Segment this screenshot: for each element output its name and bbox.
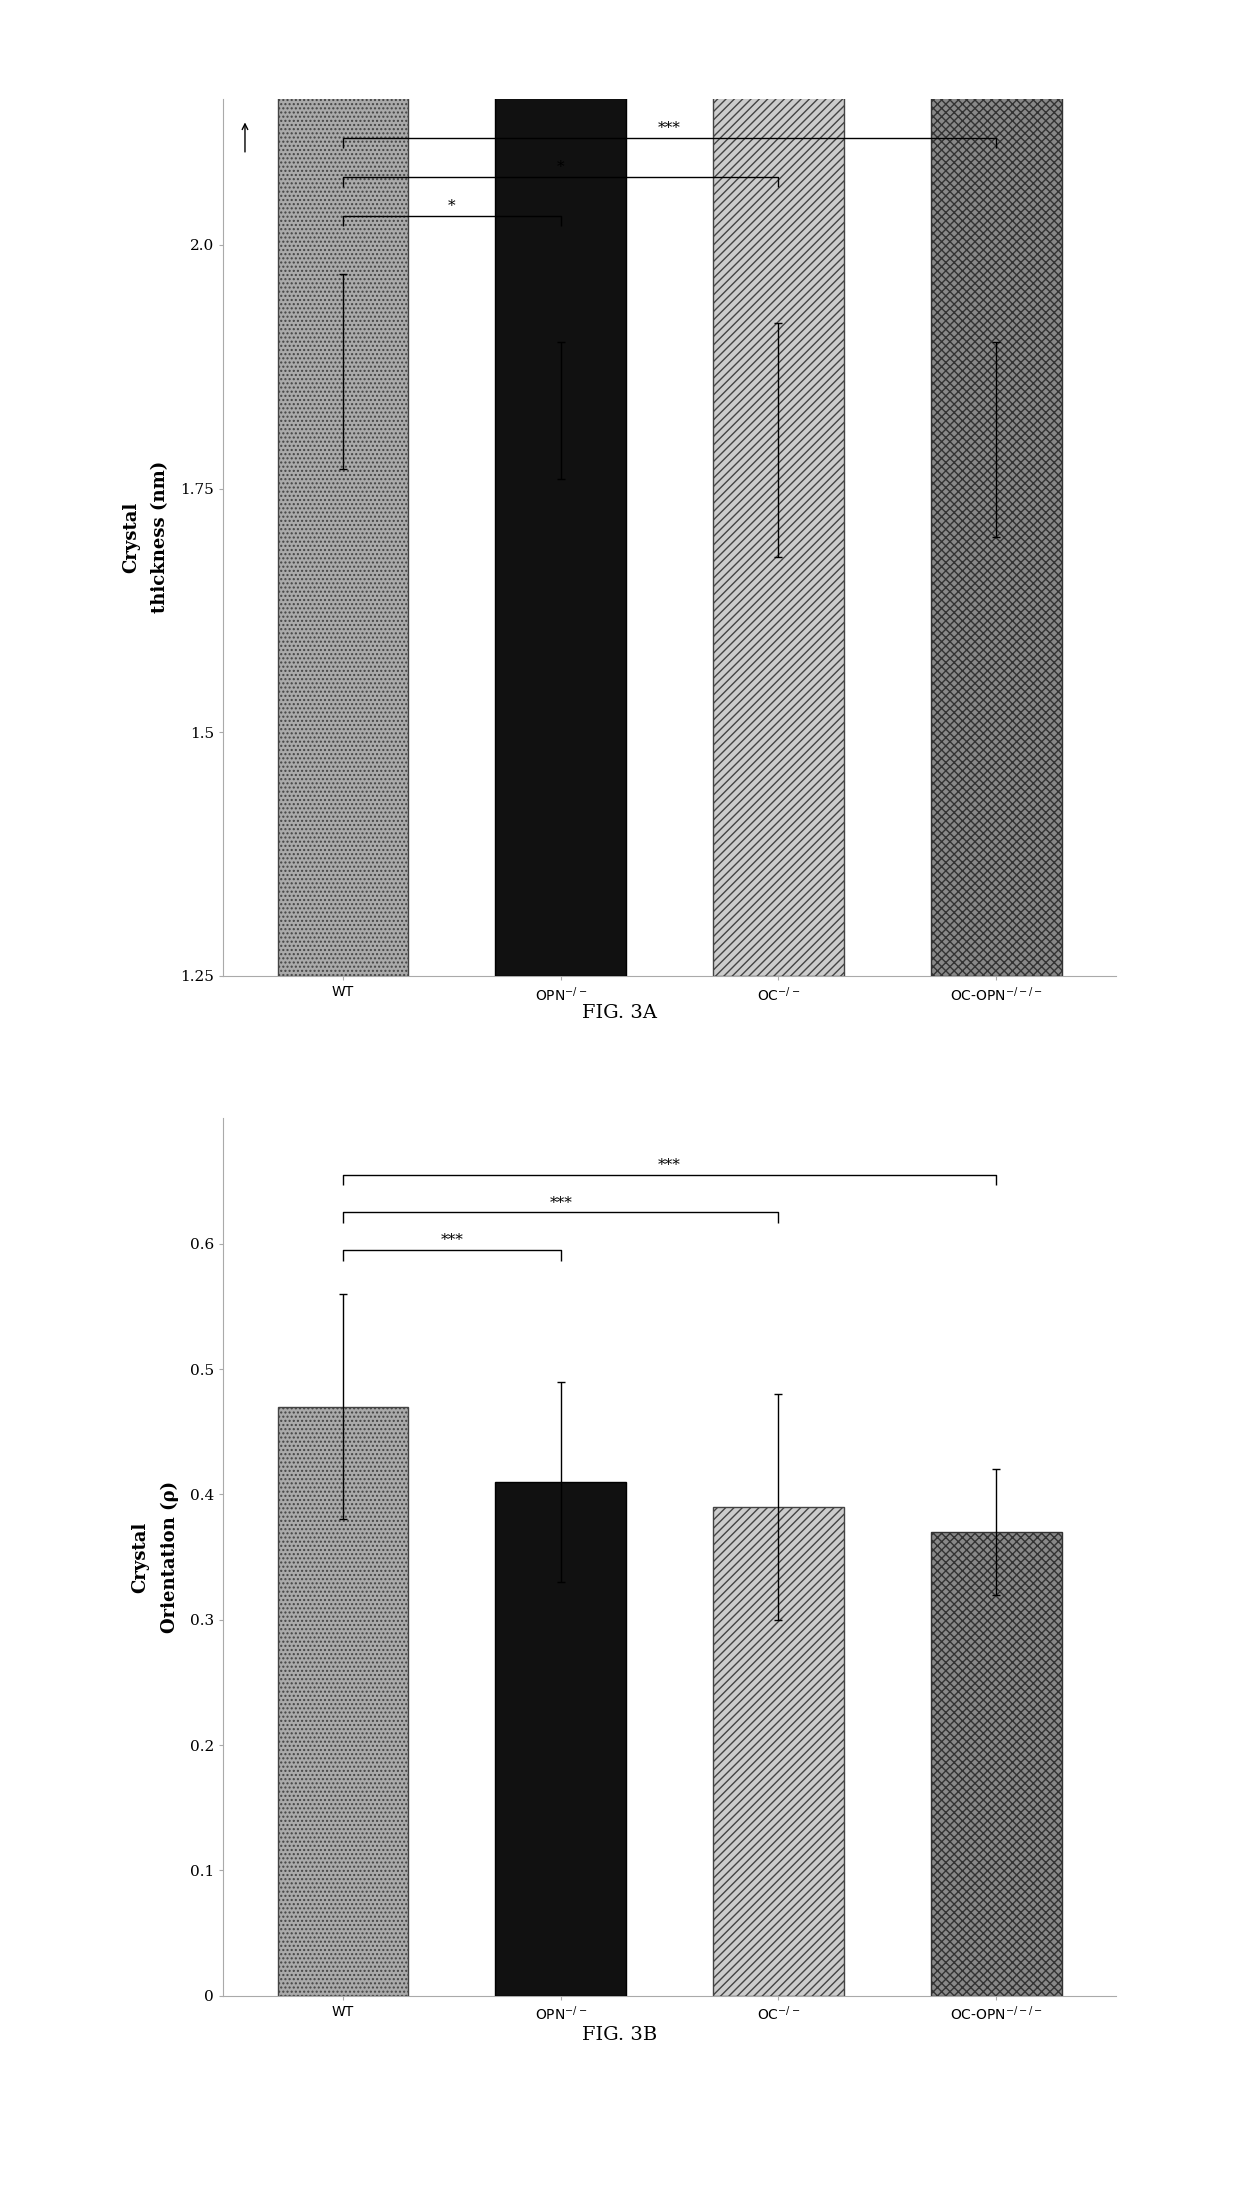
Text: FIG. 3A: FIG. 3A [583, 1004, 657, 1022]
Y-axis label: Crystal
thickness (nm): Crystal thickness (nm) [122, 461, 169, 614]
Y-axis label: Crystal
Orientation (ρ): Crystal Orientation (ρ) [131, 1480, 179, 1634]
Text: ***: *** [440, 1232, 464, 1248]
Text: *: * [557, 160, 564, 173]
Text: *: * [448, 200, 455, 213]
Bar [713, 0, 843, 976]
Text: ***: *** [658, 1158, 681, 1173]
Text: FIG. 3B: FIG. 3B [583, 2026, 657, 2044]
Text: ***: *** [658, 121, 681, 136]
Bar [713, 1507, 843, 1996]
Text: ***: *** [549, 1195, 572, 1211]
Bar [931, 1533, 1061, 1996]
Bar [931, 0, 1061, 976]
Bar [278, 0, 408, 976]
Bar [278, 1406, 408, 1996]
Bar [496, 1482, 626, 1996]
Bar [496, 0, 626, 976]
